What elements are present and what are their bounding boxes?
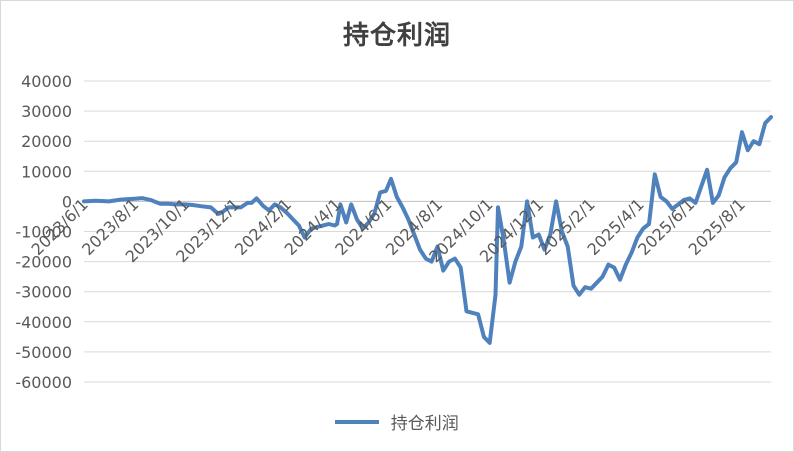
chart-title: 持仓利润: [342, 21, 451, 51]
y-tick-label: 10000: [21, 162, 72, 181]
y-tick-label: 0: [62, 192, 72, 211]
legend-line-swatch: [335, 419, 380, 424]
y-tick-label: -50000: [15, 343, 72, 362]
y-tick-label: 20000: [21, 132, 72, 151]
y-tick-label: 40000: [21, 72, 72, 91]
y-tick-label: -20000: [15, 253, 72, 272]
y-tick-label: -10000: [15, 223, 72, 242]
y-axis-tick-labels: 40000 30000 20000 10000 0 -10000 -20000 -30000 -…: [15, 72, 72, 392]
legend-series-label: 持仓利润: [390, 414, 459, 434]
gridlines: [84, 80, 771, 383]
y-tick-label: 30000: [21, 102, 72, 121]
series-line: [82, 115, 773, 345]
legend: 持仓利润: [1, 409, 793, 434]
y-tick-label: -40000: [15, 313, 72, 332]
series-layer: [82, 115, 773, 345]
y-tick-label: -30000: [15, 283, 72, 302]
y-tick-label: -60000: [15, 373, 72, 392]
